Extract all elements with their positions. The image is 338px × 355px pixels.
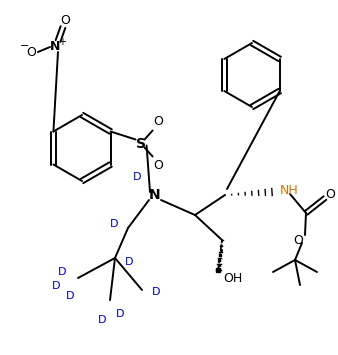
Text: N: N xyxy=(50,40,60,54)
Text: N: N xyxy=(149,188,161,202)
Text: OH: OH xyxy=(223,272,242,284)
Text: D: D xyxy=(52,281,60,291)
Text: D: D xyxy=(133,172,141,182)
Text: +: + xyxy=(58,37,66,47)
Text: O: O xyxy=(154,159,164,172)
Text: D: D xyxy=(98,315,106,325)
Text: D: D xyxy=(116,309,124,319)
Text: −: − xyxy=(20,41,30,51)
Text: D: D xyxy=(58,267,66,277)
Text: D: D xyxy=(110,219,118,229)
Text: D: D xyxy=(66,291,74,301)
Text: O: O xyxy=(154,115,164,128)
Text: D: D xyxy=(152,287,160,297)
Text: D: D xyxy=(125,257,133,267)
Text: O: O xyxy=(325,187,335,201)
Text: NH: NH xyxy=(280,185,299,197)
Text: O: O xyxy=(26,45,36,59)
Text: S: S xyxy=(136,137,146,151)
Text: O: O xyxy=(293,235,303,247)
Text: O: O xyxy=(60,13,70,27)
